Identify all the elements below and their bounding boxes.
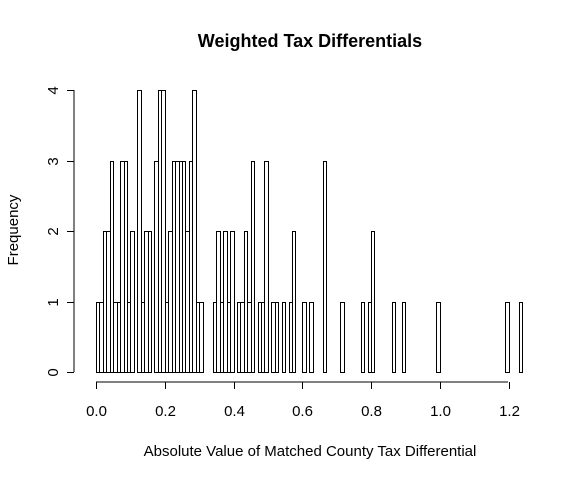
histogram-bar	[240, 302, 245, 373]
histogram-bar	[230, 231, 235, 373]
x-tick-label: 1.2	[499, 403, 520, 420]
y-tick-label: 3	[45, 157, 62, 165]
histogram-bar	[124, 161, 128, 373]
histogram-bar	[130, 231, 135, 373]
histogram-bar	[161, 90, 166, 373]
histogram-bar	[436, 302, 441, 373]
y-tick-label: 0	[45, 368, 62, 376]
histogram-bar	[340, 302, 345, 373]
histogram-bar	[247, 302, 252, 373]
bars-group	[96, 90, 523, 373]
x-tick-label: 0.2	[155, 403, 176, 420]
y-tick-label: 2	[45, 227, 62, 235]
histogram-bar	[223, 231, 228, 373]
histogram-bar	[275, 302, 279, 373]
histogram-bar	[192, 90, 197, 373]
histogram-bar	[392, 302, 396, 373]
chart-title: Weighted Tax Differentials	[198, 31, 422, 51]
histogram-bar	[144, 231, 149, 373]
histogram-bar	[402, 302, 406, 373]
histogram-bar	[137, 90, 142, 373]
histogram-bar	[148, 231, 152, 373]
histogram-bar	[113, 302, 118, 373]
histogram-bar	[505, 302, 510, 373]
x-axis-ticks: 0.0 0.2 0.4 0.6 0.8 1.0 1.2	[86, 382, 520, 420]
x-axis-label: Absolute Value of Matched County Tax Dif…	[144, 443, 477, 460]
x-tick-label: 0.0	[86, 403, 107, 420]
histogram-bar	[99, 302, 104, 373]
histogram-bar	[309, 302, 314, 373]
x-tick-label: 0.8	[361, 403, 382, 420]
histogram-bar	[120, 161, 125, 373]
histogram-bar	[519, 302, 523, 373]
histogram-bar	[264, 161, 269, 373]
histogram-bar	[292, 231, 296, 373]
histogram-bar	[271, 302, 276, 373]
histogram-bar	[185, 231, 190, 373]
histogram-bar	[302, 302, 307, 373]
y-axis-ticks: 0 1 2 3 4	[45, 86, 74, 377]
histogram-bar	[168, 231, 173, 373]
histogram-bar	[175, 161, 180, 373]
histogram-bar	[361, 302, 365, 373]
histogram-bar	[110, 161, 114, 373]
y-tick-label: 1	[45, 298, 62, 306]
histogram-bar	[216, 231, 221, 373]
y-axis-label: Frequency	[5, 194, 22, 265]
histogram-bar	[154, 161, 159, 373]
histogram-bar	[323, 161, 327, 373]
histogram-bar	[282, 302, 286, 373]
histogram-bar	[106, 231, 111, 373]
histogram-bar	[251, 161, 255, 373]
x-tick-label: 1.0	[430, 403, 451, 420]
y-tick-label: 4	[45, 86, 62, 94]
histogram-bar	[199, 302, 204, 373]
x-tick-label: 0.4	[224, 403, 245, 420]
x-tick-label: 0.6	[292, 403, 313, 420]
histogram-bar	[371, 231, 375, 373]
